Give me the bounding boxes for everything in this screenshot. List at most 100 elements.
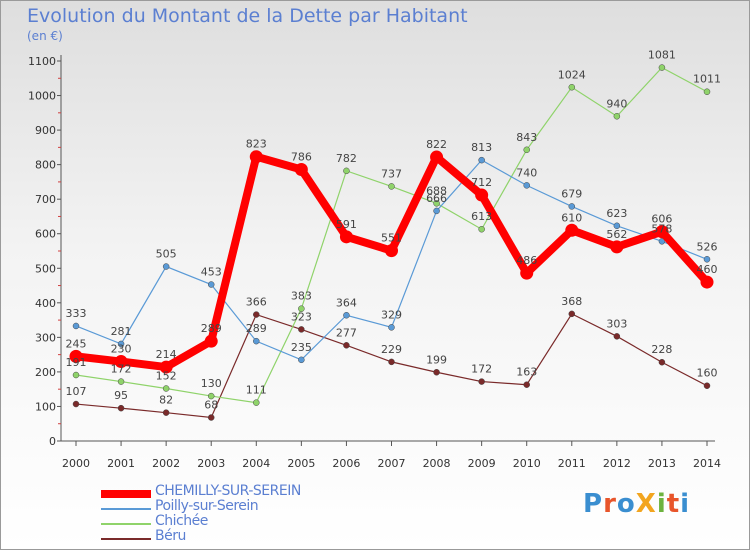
y-tick-label: 0: [49, 435, 56, 448]
data-label-beru: 368: [561, 295, 582, 308]
data-label-poilly-sur-serein: 453: [201, 266, 222, 279]
legend-swatch: [101, 490, 151, 498]
data-label-poilly-sur-serein: 235: [291, 341, 312, 354]
data-label-chichee: 940: [606, 97, 627, 110]
data-label-poilly-sur-serein: 333: [66, 307, 87, 320]
data-point-chichee: [343, 167, 350, 175]
data-point-chemilly-sur-serein: [430, 150, 444, 164]
data-label-chemilly-sur-serein: 551: [381, 232, 402, 245]
data-label-chemilly-sur-serein: 786: [291, 150, 312, 163]
data-point-beru: [433, 369, 440, 376]
x-tick-label: 2000: [62, 457, 90, 470]
data-point-poilly-sur-serein: [433, 207, 440, 215]
data-point-chemilly-sur-serein: [475, 188, 489, 202]
legend-swatch: [101, 538, 151, 540]
data-label-chichee: 1081: [648, 49, 676, 62]
data-label-beru: 199: [426, 353, 447, 366]
data-label-chichee: 782: [336, 152, 357, 165]
y-tick-label: 900: [35, 124, 56, 137]
data-label-chichee: 843: [516, 131, 537, 144]
data-point-chichee: [162, 385, 170, 392]
legend-label: Béru: [155, 528, 186, 544]
x-tick-label: 2002: [152, 457, 180, 470]
data-label-poilly-sur-serein: 505: [156, 248, 177, 261]
data-point-beru: [658, 358, 666, 366]
data-label-poilly-sur-serein: 813: [471, 141, 492, 154]
data-label-beru: 163: [516, 366, 537, 379]
data-point-chichee: [613, 113, 621, 120]
data-label-chichee: 688: [426, 184, 447, 197]
x-tick-label: 2004: [242, 457, 270, 470]
legend-swatch: [101, 523, 151, 525]
data-label-chemilly-sur-serein: 712: [471, 176, 492, 189]
data-label-beru: 228: [651, 343, 672, 356]
x-tick-label: 2007: [378, 457, 406, 470]
data-label-poilly-sur-serein: 281: [111, 325, 132, 338]
data-point-beru: [613, 333, 621, 340]
data-point-chichee: [478, 225, 485, 233]
data-label-beru: 68: [204, 399, 218, 412]
data-point-poilly-sur-serein: [388, 324, 395, 331]
y-tick-label: 200: [35, 366, 56, 379]
y-tick-label: 400: [35, 297, 56, 310]
data-label-chemilly-sur-serein: 823: [246, 138, 267, 151]
data-label-beru: 229: [381, 343, 402, 356]
y-tick-label: 1100: [28, 55, 56, 68]
data-label-beru: 366: [246, 296, 267, 309]
data-point-poilly-sur-serein: [298, 356, 305, 364]
proxiti-logo: ProXiti: [583, 489, 691, 519]
x-tick-label: 2006: [332, 457, 360, 470]
data-label-chichee: 191: [66, 356, 87, 369]
data-point-poilly-sur-serein: [613, 222, 621, 230]
data-label-chemilly-sur-serein: 606: [651, 213, 672, 226]
chart-subtitle: (en €): [27, 29, 63, 43]
data-point-chichee: [72, 371, 80, 379]
data-point-poilly-sur-serein: [117, 340, 125, 348]
data-point-chemilly-sur-serein: [520, 266, 534, 280]
data-point-beru: [523, 381, 530, 388]
data-point-chichee: [298, 305, 305, 312]
data-point-poilly-sur-serein: [162, 263, 170, 270]
data-point-poilly-sur-serein: [343, 312, 350, 319]
data-label-chichee: 1011: [693, 73, 721, 86]
data-point-poilly-sur-serein: [72, 322, 80, 330]
legend-label: CHEMILLY-SUR-SEREIN: [155, 483, 301, 499]
data-point-chemilly-sur-serein: [114, 355, 128, 369]
data-label-chichee: 383: [291, 290, 312, 303]
data-point-chemilly-sur-serein: [385, 244, 398, 258]
data-label-chichee: 613: [471, 210, 492, 223]
data-label-poilly-sur-serein: 329: [381, 308, 402, 321]
data-point-chemilly-sur-serein: [204, 334, 218, 348]
data-point-chemilly-sur-serein: [700, 275, 714, 289]
data-point-chichee: [388, 183, 395, 190]
data-point-chemilly-sur-serein: [565, 223, 579, 237]
y-tick-label: 500: [35, 262, 56, 275]
data-point-poilly-sur-serein: [207, 281, 215, 288]
data-label-beru: 323: [291, 310, 312, 323]
data-label-poilly-sur-serein: 578: [651, 222, 672, 235]
data-label-chemilly-sur-serein: 822: [426, 138, 447, 151]
x-tick-label: 2005: [287, 457, 315, 470]
data-point-beru: [388, 358, 395, 366]
data-point-chichee: [207, 392, 215, 400]
chart-title: Evolution du Montant de la Dette par Hab…: [27, 5, 468, 27]
y-tick-label: 300: [35, 331, 56, 344]
legend-swatch: [101, 508, 151, 510]
data-point-beru: [162, 409, 170, 416]
data-label-chemilly-sur-serein: 460: [697, 263, 718, 276]
y-tick-label: 800: [35, 159, 56, 172]
data-label-beru: 172: [471, 363, 492, 376]
x-tick-label: 2013: [648, 457, 676, 470]
data-point-chemilly-sur-serein: [655, 225, 669, 239]
x-tick-label: 2014: [693, 457, 721, 470]
data-label-beru: 95: [114, 389, 128, 402]
data-label-chichee: 172: [111, 363, 132, 376]
data-label-chemilly-sur-serein: 245: [66, 337, 87, 350]
data-point-chichee: [658, 64, 666, 71]
legend-label: Chichée: [155, 513, 208, 529]
y-tick-label: 1000: [28, 90, 56, 103]
data-point-chemilly-sur-serein: [294, 162, 308, 176]
x-tick-label: 2003: [197, 457, 225, 470]
data-label-chichee: 1024: [558, 68, 586, 81]
